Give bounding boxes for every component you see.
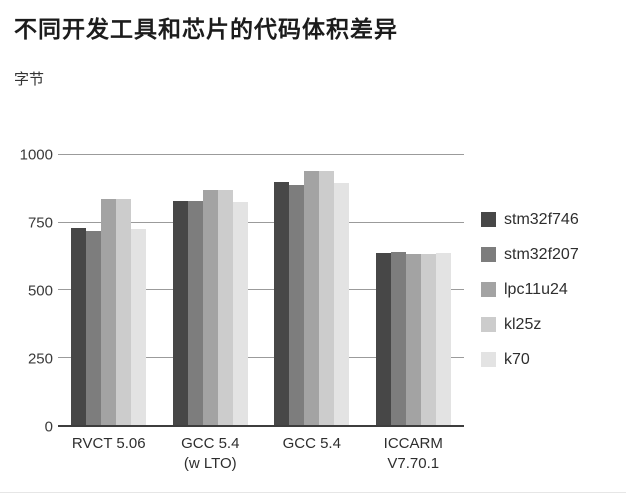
legend-label: stm32f207	[504, 245, 579, 263]
bar-stm32f207	[390, 251, 406, 425]
x-axis-label-line: GCC 5.4	[282, 435, 341, 452]
legend-swatch-icon	[481, 282, 496, 297]
bar-stm32f207	[289, 185, 305, 425]
bar-kl25z	[319, 170, 335, 425]
bar-lpc11u24	[304, 170, 320, 425]
legend-item-lpc11u24: lpc11u24	[481, 280, 579, 298]
y-axis-unit-label: 字节	[14, 71, 45, 88]
bar-lpc11u24	[101, 199, 117, 425]
legend-item-k70: k70	[481, 350, 579, 368]
legend-item-stm32f207: stm32f207	[481, 245, 579, 263]
bar-k70	[334, 182, 350, 425]
legend-label: k70	[504, 350, 530, 368]
legend: stm32f746 stm32f207 lpc11u24 kl25z k70	[481, 210, 579, 387]
x-axis-labels: RVCT 5.06 GCC 5.4 (w LTO) GCC 5.4 ICCARM V7.7…	[58, 434, 464, 474]
bar-groups	[58, 155, 464, 425]
bar-stm32f746	[375, 253, 391, 425]
bar-stm32f746	[274, 181, 290, 425]
bar-kl25z	[217, 190, 233, 425]
bar-lpc11u24	[202, 190, 218, 425]
legend-swatch-icon	[481, 317, 496, 332]
chart-title: 不同开发工具和芯片的代码体积差异	[14, 16, 398, 42]
legend-label: stm32f746	[504, 210, 579, 228]
y-tick-label-250: 250	[27, 350, 53, 368]
legend-swatch-icon	[481, 352, 496, 367]
bar-group	[363, 155, 465, 425]
bar-stm32f207	[86, 231, 102, 425]
x-axis-label-line: ICCARM	[383, 435, 443, 452]
x-axis-label: RVCT 5.06	[58, 434, 160, 474]
bar-k70	[131, 228, 147, 425]
legend-item-kl25z: kl25z	[481, 315, 579, 333]
bar-group	[160, 155, 262, 425]
bottom-divider	[0, 492, 626, 493]
bar-stm32f746	[71, 227, 87, 425]
bar-stm32f746	[172, 200, 188, 425]
bar-group	[58, 155, 160, 425]
bar-stm32f207	[187, 201, 203, 425]
y-tick-label-500: 500	[27, 282, 53, 300]
y-axis-tick-labels: 0 250 500 750 1000	[0, 148, 53, 435]
bar-k70	[435, 252, 451, 425]
bar-group	[261, 155, 363, 425]
gridline-750	[58, 221, 464, 223]
legend-label: kl25z	[504, 315, 542, 333]
y-tick-label-750: 750	[27, 214, 53, 232]
gridline-250	[58, 356, 464, 358]
bar-k70	[232, 202, 248, 425]
x-axis-label-line: GCC 5.4	[181, 435, 240, 452]
x-axis-label: GCC 5.4	[261, 434, 363, 474]
legend-swatch-icon	[481, 247, 496, 262]
legend-label: lpc11u24	[504, 280, 568, 298]
x-axis-label-line: V7.70.1	[387, 455, 440, 472]
gridline-1000	[58, 154, 464, 155]
bar-lpc11u24	[405, 254, 421, 425]
x-axis-label-line: RVCT 5.06	[71, 435, 146, 452]
y-tick-label-1000: 1000	[19, 146, 53, 164]
legend-item-stm32f746: stm32f746	[481, 210, 579, 228]
x-axis-label: ICCARM V7.70.1	[363, 434, 465, 474]
bar-kl25z	[420, 254, 436, 425]
plot-area	[58, 154, 464, 427]
gridline-500	[58, 289, 464, 290]
y-tick-label-0: 0	[44, 418, 53, 436]
bar-kl25z	[116, 199, 132, 425]
x-axis-label: GCC 5.4 (w LTO)	[160, 434, 262, 474]
x-axis-label-line: (w LTO)	[183, 455, 237, 472]
legend-swatch-icon	[481, 212, 496, 227]
